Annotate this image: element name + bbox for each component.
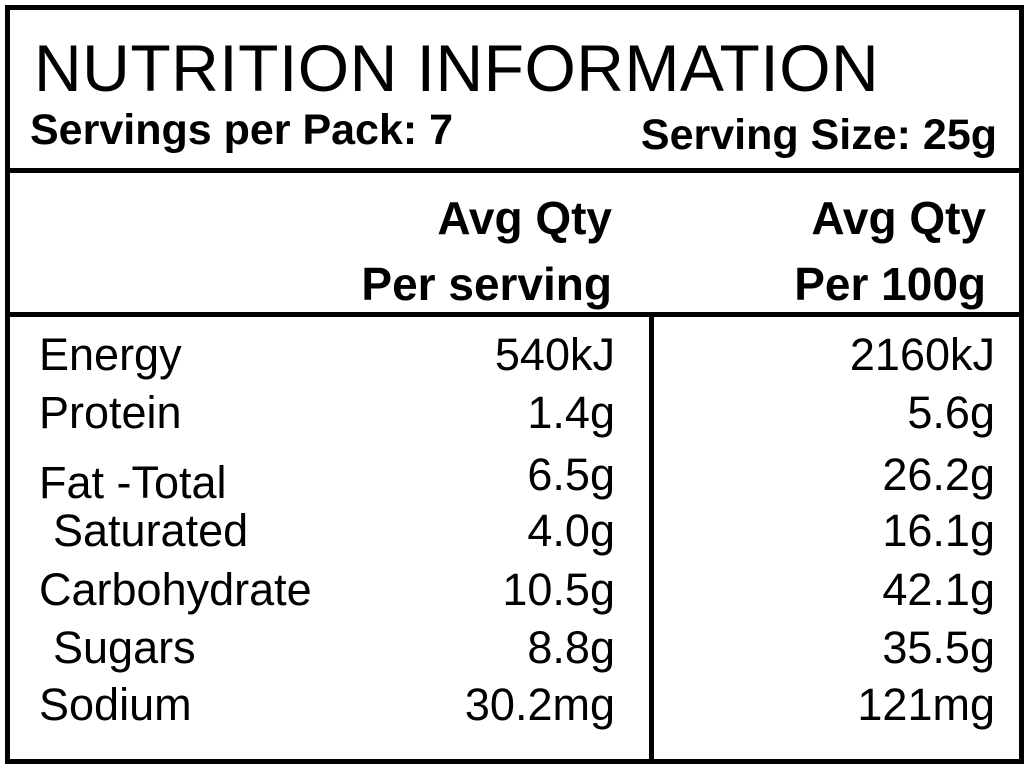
nutrient-name: Saturated bbox=[53, 505, 249, 556]
per-100g-value: 42.1g bbox=[882, 564, 995, 615]
per-100g-value: 5.6g bbox=[907, 387, 995, 438]
serving-size: Serving Size: 25g bbox=[640, 111, 997, 159]
per-100g-value: 2160kJ bbox=[849, 329, 995, 380]
table-row-carbohydrate: Carbohydrate 10.5g 42.1g bbox=[10, 561, 1019, 619]
nutrient-name: Carbohydrate bbox=[39, 564, 312, 615]
column-header-per-serving: Avg Qty Per serving bbox=[361, 185, 612, 317]
per-serving-value: 30.2mg bbox=[464, 679, 615, 730]
per-100g-value: 16.1g bbox=[882, 505, 995, 556]
panel-title: NUTRITION INFORMATION bbox=[34, 31, 880, 105]
nutrient-name: Fat -Total bbox=[39, 457, 227, 508]
nutrient-name: Sodium bbox=[39, 679, 192, 730]
per-serving-value: 8.8g bbox=[527, 622, 615, 673]
per-serving-value: 10.5g bbox=[502, 564, 615, 615]
per-serving-value: 1.4g bbox=[527, 387, 615, 438]
nutrient-name: Sugars bbox=[53, 622, 196, 673]
table-row-saturated: Saturated 4.0g 16.1g bbox=[10, 502, 1019, 560]
table-row-energy: Energy 540kJ 2160kJ bbox=[10, 326, 1019, 384]
per-serving-value: 540kJ bbox=[494, 329, 615, 380]
per-100g-value: 26.2g bbox=[882, 449, 995, 500]
table-row-sodium: Sodium 30.2mg 121mg bbox=[10, 676, 1019, 734]
per-serving-value: 4.0g bbox=[527, 505, 615, 556]
column-header-per-100g-line2: Per 100g bbox=[794, 258, 986, 310]
column-divider bbox=[649, 312, 654, 759]
per-serving-value: 6.5g bbox=[527, 449, 615, 500]
column-header-per-100g: Avg Qty Per 100g bbox=[794, 185, 986, 317]
table-row-sugars: Sugars 8.8g 35.5g bbox=[10, 619, 1019, 677]
column-header-per-serving-line2: Per serving bbox=[361, 258, 612, 310]
table-row-fat-total: Fat -Total 6.5g 26.2g bbox=[10, 446, 1019, 508]
column-header-per-100g-line1: Avg Qty bbox=[811, 192, 986, 244]
column-header-per-serving-line1: Avg Qty bbox=[437, 192, 612, 244]
nutrient-name: Protein bbox=[39, 387, 182, 438]
nutrition-panel: NUTRITION INFORMATION Servings per Pack:… bbox=[5, 5, 1024, 764]
header-divider bbox=[10, 168, 1019, 173]
table-row-protein: Protein 1.4g 5.6g bbox=[10, 384, 1019, 442]
per-100g-value: 35.5g bbox=[882, 622, 995, 673]
table-divider bbox=[10, 312, 1019, 317]
nutrient-name: Energy bbox=[39, 329, 182, 380]
servings-per-pack: Servings per Pack: 7 bbox=[30, 106, 454, 154]
per-100g-value: 121mg bbox=[857, 679, 995, 730]
